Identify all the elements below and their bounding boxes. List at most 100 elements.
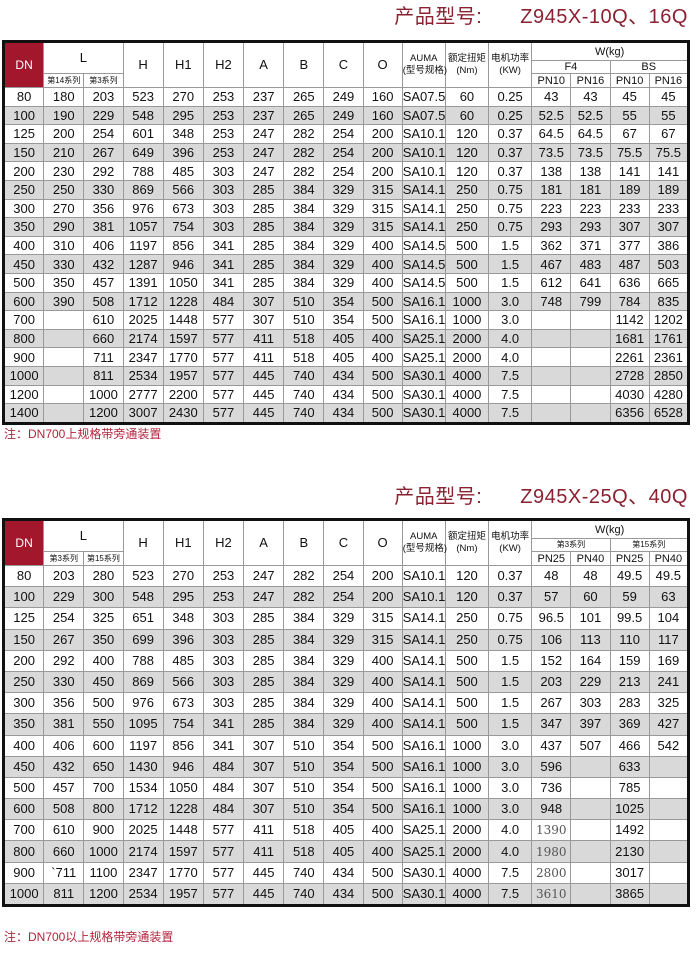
- table-cell: 181: [531, 179, 572, 200]
- table-cell: 457: [83, 272, 124, 293]
- table-row: 80 180 203 523 270 253 237 265 249 160 SA07.5 60 0.2…: [2, 87, 690, 107]
- table-cell: 292: [43, 649, 85, 672]
- table-cell: SA14.1: [401, 692, 446, 715]
- table-cell: [648, 840, 690, 863]
- table-cell: [531, 365, 572, 386]
- table1-title: 产品型号: Z945X-10Q、16Q: [394, 0, 688, 29]
- table-cell: 303: [202, 217, 245, 237]
- table-cell: 384: [283, 649, 325, 672]
- table-cell: 2347: [122, 347, 164, 367]
- table-cell: SA14.1: [401, 628, 446, 651]
- table-cell: 510: [283, 755, 325, 778]
- table-cell: 237: [243, 105, 285, 126]
- table-row: 250 330 450 869 566 303 285 384 329 400 SA14.1 500 1…: [2, 670, 690, 694]
- table-cell: 290: [43, 217, 85, 237]
- table-cell: 330: [43, 670, 85, 694]
- table-cell: 315: [362, 179, 403, 200]
- table-cell: 550: [83, 713, 124, 736]
- table-cell: 467: [531, 254, 572, 274]
- table-cell: 315: [362, 198, 403, 219]
- table-cell: 1957: [162, 882, 204, 907]
- table-cell: 699: [122, 628, 164, 651]
- table-cell: 1228: [162, 798, 204, 821]
- table-cell: 45: [648, 87, 690, 107]
- table-cell: 1228: [162, 291, 204, 312]
- table-cell: 237: [243, 87, 285, 107]
- table-cell: 633: [609, 755, 650, 778]
- table-cell: [570, 755, 611, 778]
- table-cell: 740: [283, 861, 325, 884]
- table-cell: 610: [83, 310, 124, 330]
- table-cell: 341: [202, 713, 245, 736]
- table-cell: 450: [83, 670, 124, 694]
- table-cell: SA16.1: [401, 776, 446, 800]
- table-cell: 241: [648, 670, 690, 694]
- table-cell: 254: [83, 124, 124, 144]
- table-cell: 2728: [609, 365, 650, 386]
- table-cell: 754: [162, 217, 204, 237]
- table-cell: 2347: [122, 861, 164, 884]
- table-cell: 651: [122, 607, 164, 630]
- table-row: 1000 811 2534 1957 577 445 740 434 500 SA30.1 4000…: [2, 365, 690, 386]
- table-cell: 396: [162, 142, 204, 163]
- table-cell: 1000: [444, 776, 490, 800]
- table-cell: 548: [122, 105, 164, 126]
- table-cell: 150: [2, 142, 45, 163]
- table-cell: 1.5: [488, 670, 533, 694]
- table-cell: 254: [43, 607, 85, 630]
- table-cell: 80: [2, 564, 45, 588]
- table-cell: 2000: [444, 840, 490, 863]
- table-cell: 1597: [162, 328, 204, 349]
- table-cell: `711: [43, 861, 85, 884]
- table-cell: 0.37: [488, 142, 533, 163]
- table-cell: 1057: [122, 217, 164, 237]
- table-cell: 371: [570, 235, 611, 256]
- table-cell: 247: [243, 124, 285, 144]
- table-cell: SA30.1: [401, 403, 446, 424]
- table-cell: SA10.1: [401, 586, 446, 609]
- torque-label: 额定扭矩: [447, 531, 486, 542]
- table-cell: [43, 347, 85, 367]
- table-row: 350 381 550 1095 754 341 285 384 329 400 SA14.1 500…: [2, 713, 690, 736]
- l-header: L: [43, 41, 124, 74]
- table-cell: 427: [648, 713, 690, 736]
- table-cell: 577: [202, 310, 245, 330]
- table-cell: 788: [122, 161, 164, 181]
- table-cell: 249: [323, 87, 364, 107]
- table-cell: 660: [43, 840, 85, 863]
- table-cell: 253: [202, 564, 245, 588]
- table-cell: SA14.1: [401, 713, 446, 736]
- table-cell: 60: [444, 105, 490, 126]
- table-cell: 200: [362, 142, 403, 163]
- table-cell: 3.0: [488, 798, 533, 821]
- table-cell: 48: [570, 564, 611, 588]
- table-cell: 500: [362, 365, 403, 386]
- table-cell: SA16.1: [401, 310, 446, 330]
- table-cell: 649: [122, 142, 164, 163]
- table-cell: 381: [43, 713, 85, 736]
- table-cell: 48: [531, 564, 572, 588]
- table-cell: 665: [648, 272, 690, 293]
- table-cell: 307: [243, 798, 285, 821]
- table-cell: 484: [202, 755, 245, 778]
- table-cell: 285: [243, 713, 285, 736]
- table-row: 1200 1000 2777 2200 577 445 740 434 500 SA30.1 400…: [2, 384, 690, 405]
- spec-table-10q-16q: DN L H H1 H2 A B C O AUMA (型号规格) 额定扭矩 (Nm) 电机功率 (KW) W(…: [2, 40, 690, 425]
- table-cell: 307: [243, 755, 285, 778]
- table-cell: 1712: [122, 798, 164, 821]
- table-cell: 250: [444, 198, 490, 219]
- table-cell: 612: [531, 272, 572, 293]
- table-cell: 445: [243, 384, 285, 405]
- table-cell: 282: [283, 124, 325, 144]
- table-cell: SA30.1: [401, 882, 446, 907]
- table-cell: 384: [283, 272, 325, 293]
- table-cell: 250: [43, 179, 85, 200]
- torque-unit: (Nm): [456, 543, 478, 554]
- table-cell: 3.0: [488, 734, 533, 757]
- table-cell: 254: [323, 586, 364, 609]
- table-cell: 400: [362, 670, 403, 694]
- table-cell: 610: [43, 819, 85, 842]
- table-cell: 400: [362, 347, 403, 367]
- table-cell: 307: [648, 217, 690, 237]
- table-cell: 384: [283, 198, 325, 219]
